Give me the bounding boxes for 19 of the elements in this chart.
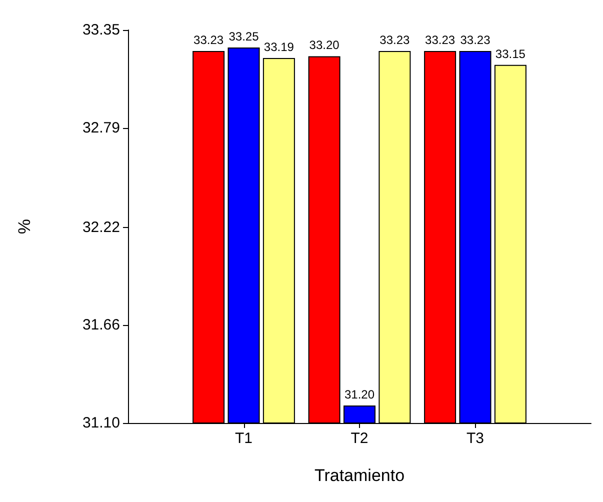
data-label: 33.25 [228,29,260,44]
data-label: 33.19 [264,40,294,54]
y-tick-label: 31.10 [82,414,120,432]
data-label: 31.20 [344,388,375,402]
x-tick-label: T1 [234,430,253,447]
y-axis-title: % [15,218,34,234]
data-label: 33.23 [425,32,456,47]
data-label: 33.20 [309,38,340,52]
data-label: 33.15 [495,46,526,61]
data-label: 33.23 [460,32,491,47]
x-tick-label: T3 [466,430,484,447]
x-tick-label: T2 [350,430,368,447]
y-tick-label: 31.66 [82,316,120,334]
x-axis-title: Tratamiento [314,466,405,485]
data-label: 33.23 [194,32,224,47]
y-tick-label: 33.35 [82,22,120,38]
data-label: 33.23 [380,32,410,47]
y-tick-label: 32.79 [82,119,120,136]
y-tick-label: 32.22 [82,218,120,236]
